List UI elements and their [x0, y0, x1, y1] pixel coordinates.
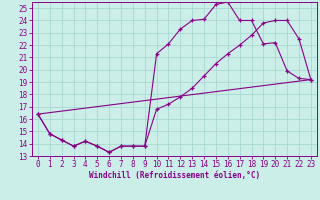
X-axis label: Windchill (Refroidissement éolien,°C): Windchill (Refroidissement éolien,°C) [89, 171, 260, 180]
